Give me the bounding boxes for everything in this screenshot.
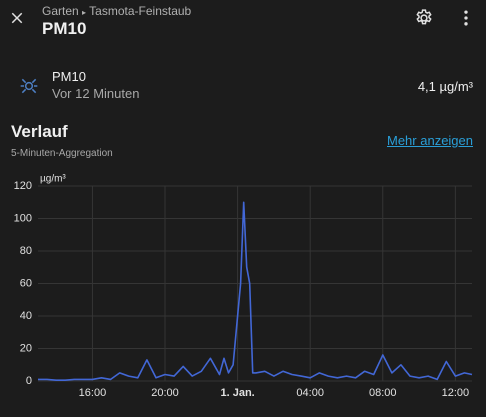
- entity-state: 4,1 µg/m³: [417, 79, 473, 94]
- breadcrumb: Garten ▸ Tasmota-Feinstaub: [42, 4, 191, 18]
- breadcrumb-separator: ▸: [82, 8, 87, 17]
- y-tick-label: 80: [20, 245, 32, 257]
- history-subtitle: 5-Minuten-Aggregation: [11, 148, 113, 159]
- close-button[interactable]: [8, 9, 26, 27]
- x-tick-label: 04:00: [296, 387, 324, 399]
- breadcrumb-item: Garten: [42, 4, 79, 18]
- breadcrumb-item: Tasmota-Feinstaub: [89, 4, 192, 18]
- x-tick-label: 16:00: [79, 387, 107, 399]
- entity-icon: [20, 78, 38, 94]
- x-tick-label: 08:00: [369, 387, 397, 399]
- history-chart: µg/m³ 0 20 40 60 80 100 120 16:00 20:00 1. Jan. 04:…: [14, 174, 473, 399]
- menu-button[interactable]: [456, 8, 476, 28]
- x-tick-label: 12:00: [442, 387, 470, 399]
- show-more-link[interactable]: Mehr anzeigen: [387, 133, 473, 148]
- y-tick-label: 100: [14, 212, 32, 224]
- line-series: [38, 201, 473, 381]
- y-tick-label: 0: [26, 375, 32, 387]
- entity-last-changed: Vor 12 Minuten: [52, 86, 140, 101]
- y-tick-label: 40: [20, 310, 32, 322]
- dialog-title: PM10: [42, 19, 87, 38]
- x-tick-label: 1. Jan.: [220, 387, 254, 399]
- y-tick-label: 120: [14, 180, 32, 192]
- settings-button[interactable]: [414, 8, 434, 28]
- x-tick-label: 20:00: [151, 387, 179, 399]
- history-title: Verlauf: [11, 122, 68, 141]
- y-axis-unit: µg/m³: [40, 174, 66, 185]
- y-tick-label: 20: [20, 342, 32, 354]
- y-tick-label: 60: [20, 277, 32, 289]
- entity-name: PM10: [52, 69, 86, 84]
